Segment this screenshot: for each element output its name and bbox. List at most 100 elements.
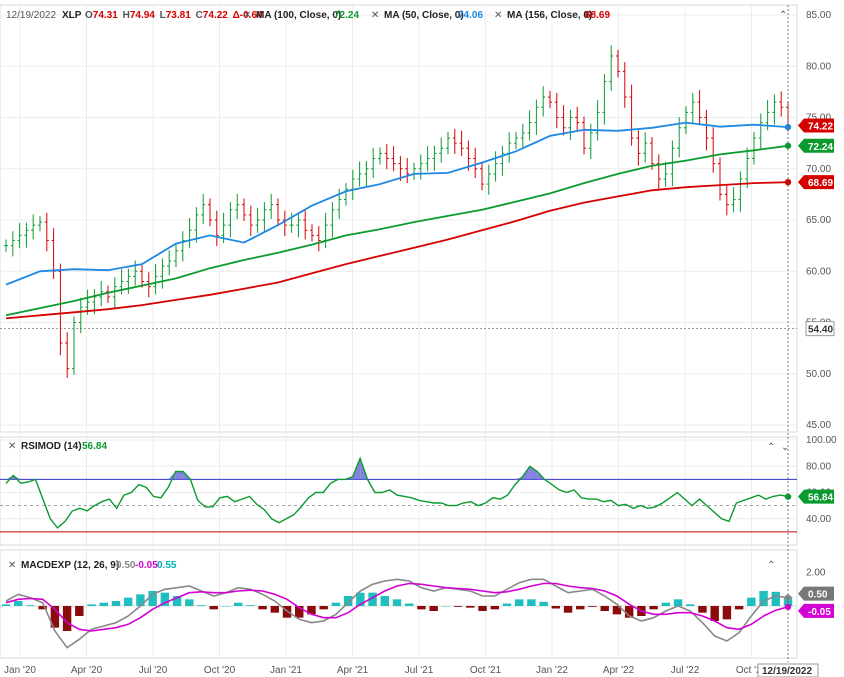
macd-histogram-bar xyxy=(722,606,732,620)
macd-histogram-bar xyxy=(136,594,145,606)
macd-histogram-bar xyxy=(75,606,84,616)
ma-line-2 xyxy=(5,181,789,320)
header-date: 12/19/2022 xyxy=(6,10,56,21)
macd-signal-line xyxy=(5,582,789,632)
ma50-value: 74.06 xyxy=(458,10,483,21)
macd-histogram-bar xyxy=(160,592,170,606)
macd-histogram-bar xyxy=(209,606,218,610)
x-tick-label: Oct '20 xyxy=(204,665,236,676)
ma-endpoint-1 xyxy=(784,123,792,131)
macd-histogram-bar xyxy=(527,599,536,606)
macd-histogram-bar xyxy=(514,599,524,606)
low-value: 73.81 xyxy=(166,10,191,21)
macd-histogram-bar xyxy=(307,606,316,615)
price-tick-label: 85.00 xyxy=(806,10,831,21)
macd-value-2: -0.05 xyxy=(135,560,158,571)
remove-rsi-icon[interactable]: ✕ xyxy=(8,441,16,452)
macd-histogram-bar xyxy=(258,606,267,610)
macd-histogram-bar xyxy=(343,596,353,606)
macd-histogram-bar xyxy=(417,606,426,610)
rsi-value-flag xyxy=(798,489,834,504)
collapse-macd-up-icon[interactable]: ⌃ xyxy=(767,560,775,571)
macd-histogram-bar xyxy=(368,592,377,606)
macd-value-flag xyxy=(798,603,834,618)
macd-histogram-bar xyxy=(576,606,585,610)
rsi-tick-label: 40.00 xyxy=(806,514,831,525)
price-tick-label: 50.00 xyxy=(806,369,831,380)
macd-line xyxy=(5,578,789,649)
price-value-flag-label: 68.69 xyxy=(808,178,833,189)
price-tick-label: 45.00 xyxy=(806,420,831,431)
macd-histogram-bar xyxy=(246,605,255,606)
high-label: H xyxy=(123,10,130,21)
remove-ma100-icon[interactable]: ✕ xyxy=(243,10,251,21)
price-tick-label: 80.00 xyxy=(806,61,831,72)
price-value-flag-label: 74.22 xyxy=(808,121,833,132)
rsi-panel[interactable] xyxy=(0,436,798,546)
macd-histogram-bar xyxy=(502,603,512,606)
ma100-label: MA (100, Close, 0) xyxy=(256,10,341,21)
macd-tick-label: 2.00 xyxy=(806,568,826,579)
current-date-label: 12/19/2022 xyxy=(762,666,812,677)
macd-histogram-bar xyxy=(319,606,328,610)
macd-histogram-bar xyxy=(405,603,414,606)
collapse-rsi-up-icon[interactable]: ⌃ xyxy=(767,442,775,453)
remove-macd-icon[interactable]: ✕ xyxy=(8,560,16,571)
macd-histogram-bar xyxy=(331,602,341,606)
rsi-overbought-fill xyxy=(529,466,538,480)
macd-histogram-bar xyxy=(539,601,548,606)
price-tick-label: 65.00 xyxy=(806,215,831,226)
macd-histogram-bar xyxy=(478,606,487,611)
rsi-line xyxy=(5,456,789,529)
macd-histogram-bar xyxy=(429,606,438,611)
collapse-rsi-down-icon[interactable]: ⌄ xyxy=(781,442,789,453)
macd-histogram-bar xyxy=(62,606,72,631)
macd-histogram-bar xyxy=(356,592,365,606)
macd-value-flag xyxy=(798,586,834,601)
axis-labels: 85.0080.0075.0070.0065.0060.0055.0050.00… xyxy=(4,10,837,676)
rsi-value-flag-label: 56.84 xyxy=(808,493,833,504)
macd-series xyxy=(0,578,797,649)
macd-histogram-bar xyxy=(466,606,475,608)
macd-histogram-bar xyxy=(380,596,389,606)
collapse-price-panel-icon[interactable]: ⌃ xyxy=(779,10,787,21)
grid-lines xyxy=(0,5,797,658)
open-label: O xyxy=(85,10,93,21)
price-value-flag xyxy=(798,138,834,153)
macd-histogram-bar xyxy=(551,606,561,609)
x-tick-label: Jul '21 xyxy=(405,665,434,676)
remove-ma50-icon[interactable]: ✕ xyxy=(371,10,379,21)
macd-histogram-bar xyxy=(233,602,243,606)
macd-histogram-bar xyxy=(563,606,573,613)
macd-histogram-bar xyxy=(50,606,60,628)
macd-histogram-bar xyxy=(99,602,108,606)
macd-histogram-bar xyxy=(612,606,622,615)
price-legend: 12/19/2022 XLP O74.31 H74.94 L73.81 C74.… xyxy=(6,10,610,21)
x-tick-label: Apr '21 xyxy=(337,665,369,676)
macd-histogram-bar xyxy=(123,597,133,606)
close-label: C xyxy=(196,10,203,21)
macd-legend: ✕ MACDEXP (12, 26, 9) 0.50 -0.05 0.55 xyxy=(8,560,177,571)
rsi-endpoint xyxy=(784,493,792,500)
macd-histogram-bar xyxy=(600,606,609,611)
macd-histogram-bar xyxy=(38,606,47,610)
ma100-value: 72.24 xyxy=(334,10,359,21)
macd-histogram-bar xyxy=(490,606,499,610)
price-panel[interactable] xyxy=(0,4,798,433)
rsi-legend: ✕ RSIMOD (14) 56.84 xyxy=(8,441,107,452)
price-reference-tag xyxy=(805,321,835,337)
current-date-tag xyxy=(757,663,819,677)
change-value: Δ-0.64 xyxy=(233,10,263,21)
rsi-overbought-fill xyxy=(168,471,176,480)
macd-histogram-bar xyxy=(734,606,744,610)
rsi-value: 56.84 xyxy=(82,441,107,452)
x-tick-label: Apr '20 xyxy=(71,665,103,676)
macd-histogram-bar xyxy=(686,604,695,606)
macd-histogram-bar xyxy=(759,591,768,606)
macd-histogram-bar xyxy=(270,606,280,613)
rsi-overbought-fill xyxy=(175,471,184,480)
macd-histogram-bar xyxy=(221,606,231,607)
price-value-flag-label: 72.24 xyxy=(808,142,833,153)
remove-ma156-icon[interactable]: ✕ xyxy=(494,10,502,21)
